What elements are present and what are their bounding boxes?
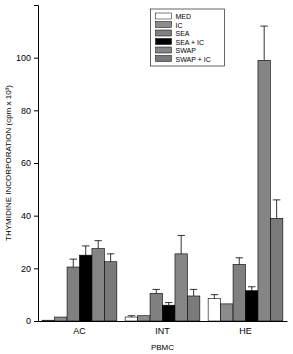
legend-label: SEA + IC <box>176 39 205 46</box>
legend: MED ICSEA SEA + ICSWAP SWAP + IC <box>151 9 225 66</box>
legend-swatch <box>156 22 172 28</box>
x-tick: INT <box>155 326 170 336</box>
bar <box>233 264 245 321</box>
y-axis-title: THYMIDINE INCORPORATION (cpm x 10³) <box>4 85 13 241</box>
bar <box>42 320 54 321</box>
y-tick-mark <box>34 216 38 217</box>
bar <box>67 267 79 321</box>
bar <box>138 316 150 321</box>
y-tick-label: 100 <box>16 53 31 63</box>
legend-label: SEA <box>176 30 190 37</box>
error-bar <box>260 26 267 60</box>
y-tick-mark <box>34 321 38 322</box>
bar <box>258 60 270 321</box>
y-tick: 100 <box>16 53 38 63</box>
bar <box>246 291 258 321</box>
bar <box>270 218 282 321</box>
error-bar <box>177 235 184 253</box>
error-bar <box>248 287 255 291</box>
error-bar <box>273 200 280 218</box>
error-bar <box>236 258 243 265</box>
legend-swatch <box>156 47 172 53</box>
y-axis-line <box>34 6 39 322</box>
error-bar <box>82 246 89 255</box>
bar <box>221 304 233 321</box>
y-tick: 0 <box>26 316 38 326</box>
bar <box>208 299 220 321</box>
x-tick: HE <box>239 326 252 336</box>
error-bar <box>70 259 77 267</box>
x-tick-label: INT <box>155 326 170 336</box>
chart: 0 20 40 60 80 100 AC INT HE THYMIDINE INCORPORATI… <box>0 0 293 354</box>
bar <box>187 296 199 321</box>
legend-swatch <box>156 30 172 36</box>
bar <box>80 255 92 321</box>
x-axis: AC INT HE <box>39 322 288 336</box>
error-bar <box>128 316 135 317</box>
error-bar <box>153 289 160 293</box>
y-tick-mark <box>34 110 38 111</box>
y-tick-label: 80 <box>21 106 31 116</box>
y-axis: 0 20 40 60 80 100 <box>16 6 39 327</box>
x-tick: AC <box>73 326 86 336</box>
y-tick: 40 <box>21 211 38 221</box>
y-tick-label: 20 <box>21 264 31 274</box>
legend-label: MED <box>176 13 192 20</box>
legend-box <box>151 9 225 66</box>
y-tick: 20 <box>21 264 38 274</box>
y-tick: 80 <box>21 106 38 116</box>
error-bar <box>211 295 218 299</box>
legend-swatch <box>156 13 172 19</box>
x-tick-label: AC <box>73 326 86 336</box>
bar <box>55 317 67 321</box>
legend-label: IC <box>176 22 183 29</box>
series <box>104 200 282 321</box>
y-tick-label: 60 <box>21 158 31 168</box>
legend-swatch <box>156 56 172 62</box>
legend-label: SWAP <box>176 47 197 54</box>
legend-swatch <box>156 39 172 45</box>
y-tick-mark <box>34 268 38 269</box>
y-tick-label: 40 <box>21 211 31 221</box>
y-tick-mark <box>34 58 38 59</box>
bar <box>125 317 137 321</box>
series <box>92 26 270 321</box>
legend-label: SWAP + IC <box>176 56 211 63</box>
y-tick: 60 <box>21 158 38 168</box>
series <box>80 246 258 321</box>
bar <box>163 305 175 321</box>
bar <box>92 249 104 321</box>
x-axis-line <box>39 321 288 322</box>
error-bar <box>94 241 101 249</box>
bars <box>42 26 283 321</box>
x-axis-title: PBMC <box>151 343 174 352</box>
error-bar <box>190 289 197 296</box>
bar <box>175 254 187 321</box>
error-bar <box>165 303 172 306</box>
bar <box>104 262 116 321</box>
bar <box>150 293 162 321</box>
y-tick-mark <box>34 163 38 164</box>
error-bar <box>107 254 114 262</box>
plot: 0 20 40 60 80 100 AC INT HE <box>16 6 288 336</box>
y-tick-label: 0 <box>26 316 31 326</box>
x-tick-label: HE <box>239 326 252 336</box>
